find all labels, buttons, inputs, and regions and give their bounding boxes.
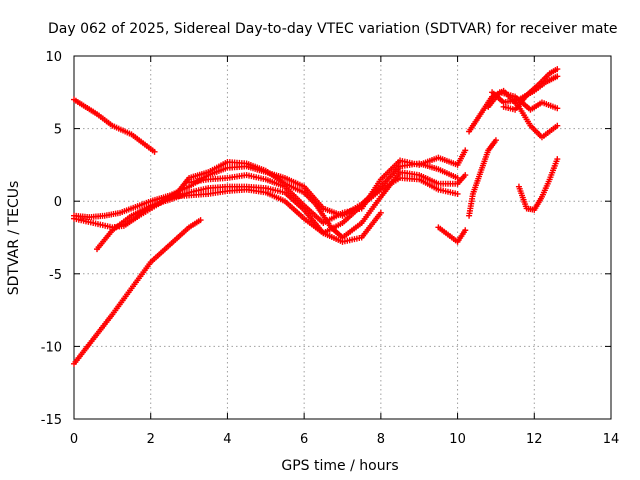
data-point [554,66,561,73]
x-axis: 0 2 4 6 8 10 12 14 [70,56,619,447]
x-tick-label: 14 [603,432,620,447]
series-track-h [435,224,469,245]
y-tick-label: 5 [54,123,62,138]
series-track-b [71,217,204,367]
data-point [462,147,469,154]
x-tick-label: 12 [526,432,543,447]
series-track-f [166,174,461,237]
series-track-l [489,73,561,106]
series-track-i [466,137,499,219]
data-point [554,105,561,112]
y-tick-label: -10 [41,340,62,355]
data-point [554,156,561,163]
data-point [462,227,469,234]
series-track-d [71,158,469,241]
x-tick-label: 8 [377,432,385,447]
data-point [454,190,461,197]
y-tick-label: 10 [45,50,62,65]
series-track-m [500,66,561,113]
data-point [554,122,561,129]
x-tick-label: 4 [223,432,231,447]
data-series [71,66,561,367]
data-point [377,209,384,216]
series-track-g [186,147,469,226]
series-track-a [71,96,158,155]
x-tick-label: 6 [300,432,308,447]
data-point [151,148,158,155]
grid [74,56,611,419]
chart-title: Day 062 of 2025, Sidereal Day-to-day VTE… [48,21,618,37]
y-tick-label: -15 [41,413,62,428]
plot-frame [73,55,612,420]
x-tick-label: 2 [147,432,155,447]
data-point [197,217,204,224]
data-point [462,172,469,179]
y-axis-label: SDTVAR / TECUs [6,181,22,296]
y-tick-label: -5 [49,268,62,283]
x-axis-label: GPS time / hours [281,458,398,474]
data-point [492,137,499,144]
x-tick-label: 0 [70,432,78,447]
series-track-n [515,156,561,213]
data-point [554,73,561,80]
y-axis: -15 -10 -5 0 5 10 [41,50,611,428]
x-tick-label: 10 [449,432,466,447]
y-tick-label: 0 [54,195,62,210]
